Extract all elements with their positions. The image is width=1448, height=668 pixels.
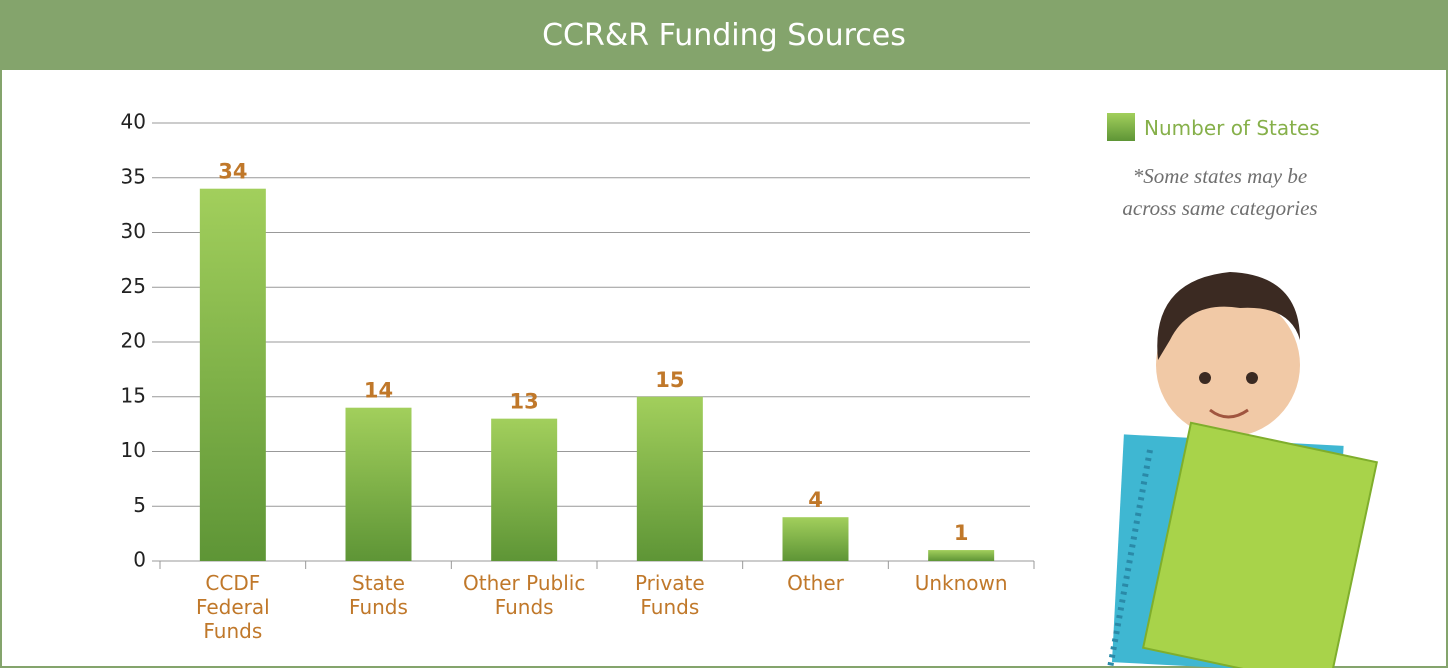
photo — [1110, 272, 1377, 668]
data-label: 1 — [954, 521, 969, 545]
y-tick-label: 40 — [121, 110, 146, 134]
x-tick-label: CCDF Federal Funds — [163, 571, 303, 643]
y-tick-label: 20 — [121, 329, 146, 353]
page: 0 5 10 15 20 25 30 35 40 34 14 13 15 4 1 CCR&R Funding… — [0, 0, 1448, 668]
x-tick-label: Unknown — [891, 571, 1031, 595]
bar — [200, 189, 266, 561]
data-label: 14 — [364, 379, 393, 403]
data-label: 13 — [510, 390, 539, 414]
bar — [637, 397, 703, 561]
y-tick-label: 35 — [121, 164, 146, 188]
x-tick-label: Other — [746, 571, 886, 595]
legend-label: Number of States — [1144, 116, 1320, 140]
y-tick-label: 15 — [121, 383, 146, 407]
x-tick-label: Private Funds — [600, 571, 740, 619]
bar — [346, 408, 412, 561]
chart-title: CCR&R Funding Sources — [0, 0, 1448, 70]
bar — [783, 517, 849, 561]
bar — [928, 550, 994, 561]
y-tick-label: 0 — [133, 548, 146, 572]
x-tick-label: Other Public Funds — [454, 571, 594, 619]
chart: 0 5 10 15 20 25 30 35 40 34 14 13 15 4 1 — [0, 0, 1448, 668]
legend-swatch — [1107, 113, 1135, 141]
y-tick-label: 10 — [121, 438, 146, 462]
y-tick-label: 30 — [121, 219, 146, 243]
data-label: 15 — [655, 368, 684, 392]
y-tick-label: 25 — [121, 274, 146, 298]
bar — [491, 419, 557, 561]
annotation: *Some states may be across same categori… — [1080, 160, 1360, 224]
data-label: 4 — [808, 488, 823, 512]
x-tick-label: State Funds — [309, 571, 449, 619]
data-label: 34 — [218, 160, 247, 184]
y-tick-label: 5 — [133, 493, 146, 517]
